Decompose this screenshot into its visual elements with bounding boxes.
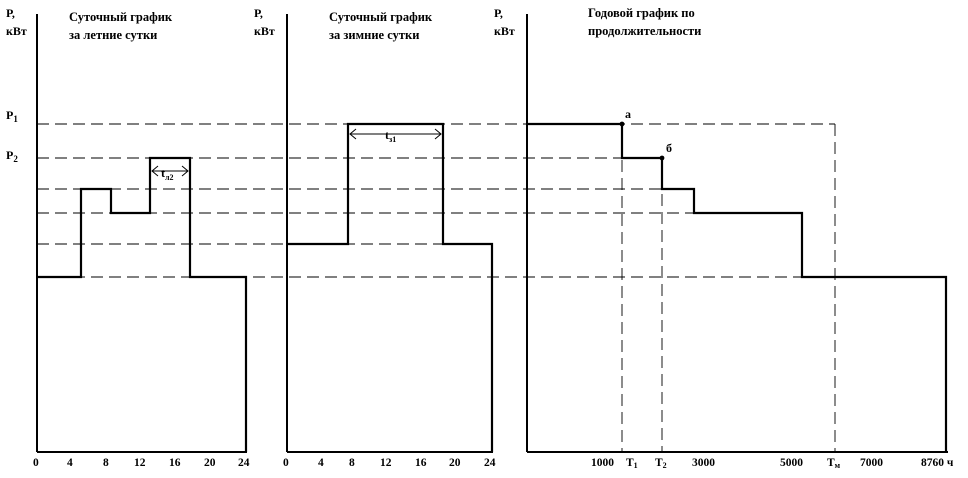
panel1-title-line1: Суточный график — [69, 10, 173, 24]
panel2-arrow-left — [349, 128, 357, 140]
point-a-label: а — [625, 107, 631, 121]
panel1-tick-16: 16 — [169, 457, 181, 469]
panel2-tick-24: 24 — [484, 457, 496, 469]
panel2-load-curve — [287, 122, 494, 452]
panel1-tick-20: 20 — [204, 457, 216, 469]
panel1-arrow-right — [181, 165, 189, 177]
panel1-tick-8: 8 — [103, 457, 109, 469]
panel-winter: Р, кВт Суточный график за зимние сутки t… — [254, 6, 496, 469]
panel2-tick-4: 4 — [318, 457, 324, 469]
panel1-title-line2: за летние сутки — [69, 28, 157, 42]
panel3-y-unit2: кВт — [494, 24, 515, 38]
panel2-tick-12: 12 — [380, 457, 392, 469]
panel2-tick-0: 0 — [283, 457, 289, 469]
panel2-y-unit: Р, — [254, 6, 263, 20]
panel3-tick-t2: T2 — [655, 457, 667, 470]
panel-summer: Р, кВт Суточный график за летние сутки t… — [6, 6, 250, 469]
panel1-y-unit: Р, — [6, 6, 15, 20]
panel3-title-line1: Годовой график по — [588, 6, 695, 20]
panel1-interval-label: tл2 — [161, 166, 174, 182]
panel2-interval-label: tз1 — [385, 128, 396, 144]
panel3-tick-t1: T1 — [626, 457, 638, 470]
panel2-tick-8: 8 — [349, 457, 355, 469]
panel1-y-unit2: кВт — [6, 24, 27, 38]
panel2-title-line2: за зимние сутки — [329, 28, 419, 42]
panel3-tick-8760: 8760 ч — [921, 457, 954, 469]
panel3-tick-3000: 3000 — [692, 457, 715, 469]
panel1-load-curve — [37, 156, 248, 452]
panel1-arrow-left — [151, 165, 159, 177]
panel3-tick-5000: 5000 — [780, 457, 803, 469]
panel3-tick-tm: Tм — [827, 457, 841, 470]
label-p1: P1 — [6, 108, 18, 124]
panel3-tick-7000: 7000 — [860, 457, 883, 469]
point-b-label: б — [666, 141, 672, 155]
panel2-tick-20: 20 — [449, 457, 461, 469]
panel3-title-line2: продолжительности — [588, 24, 701, 38]
panel3-y-unit: Р, — [494, 6, 503, 20]
panel2-arrow-right — [434, 128, 442, 140]
panel2-title-line1: Суточный график — [329, 10, 433, 24]
panel2-y-unit2: кВт — [254, 24, 275, 38]
point-b-marker — [659, 155, 665, 161]
point-a-marker — [619, 121, 625, 127]
panel-annual: Р, кВт Годовой график по продолжительнос… — [494, 6, 954, 470]
panel1-tick-24: 24 — [238, 457, 250, 469]
panel3-duration-curve — [527, 122, 948, 452]
panel1-tick-4: 4 — [67, 457, 73, 469]
panel2-tick-16: 16 — [415, 457, 427, 469]
panel3-tick-1000: 1000 — [591, 457, 614, 469]
panel1-tick-12: 12 — [134, 457, 146, 469]
panel1-tick-0: 0 — [33, 457, 39, 469]
label-p2: P2 — [6, 148, 18, 164]
